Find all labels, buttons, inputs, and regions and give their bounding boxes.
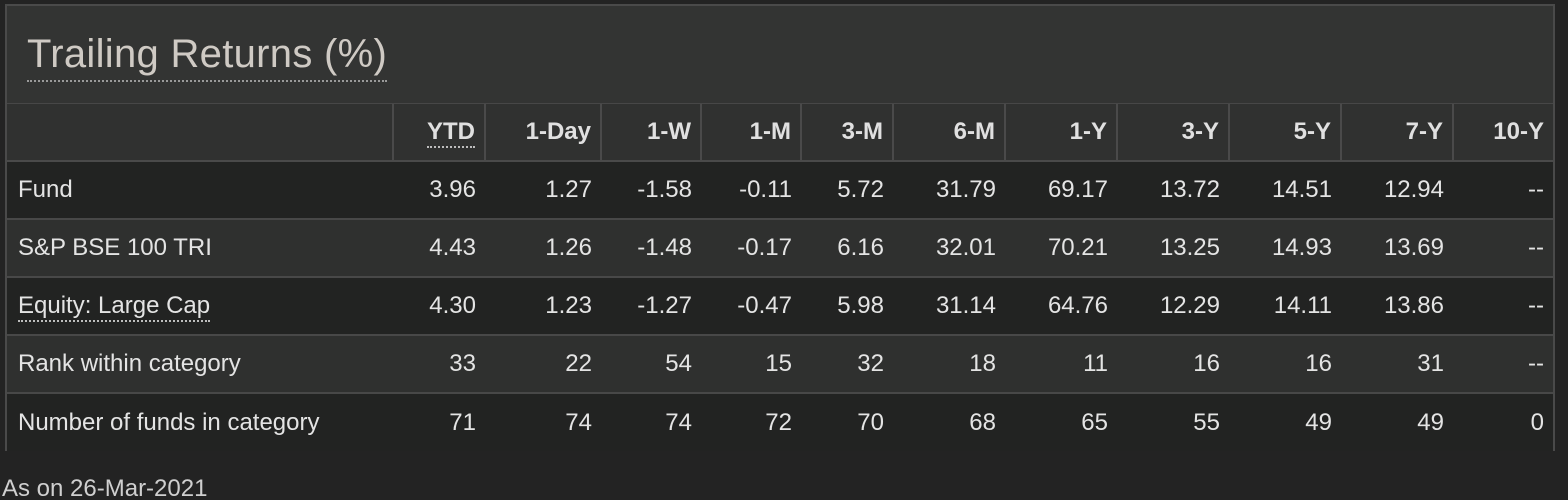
table-cell: -- xyxy=(1528,350,1544,377)
table-cell: 70 xyxy=(857,408,884,436)
table-cell: 32.01 xyxy=(935,234,996,261)
column-header-7-y: 7-Y xyxy=(1340,104,1453,162)
table-row-fund: Fund 3.96 1.27 -1.58 -0.11 5.72 31.79 69… xyxy=(7,161,1553,219)
table-cell: 6.16 xyxy=(837,234,884,261)
table-cell: -1.48 xyxy=(637,234,692,261)
table-cell: 12.29 xyxy=(1159,292,1220,319)
table-cell: -1.27 xyxy=(637,292,692,319)
category-link[interactable]: Equity: Large Cap xyxy=(18,292,211,322)
table-cell: 22 xyxy=(565,350,592,377)
table-cell: 14.51 xyxy=(1271,176,1332,203)
table-cell: 5.72 xyxy=(837,176,884,203)
table-cell: 13.86 xyxy=(1383,292,1444,319)
table-cell: 15 xyxy=(765,350,792,377)
column-header-1-m: 1-M xyxy=(700,104,801,162)
panel-title[interactable]: Trailing Returns (%) xyxy=(27,28,388,82)
table-cell: 49 xyxy=(1417,408,1444,436)
table-cell: -0.11 xyxy=(739,176,792,203)
table-cell: 74 xyxy=(665,408,692,436)
column-header-label xyxy=(7,104,393,162)
table-cell: 5.98 xyxy=(837,292,884,319)
table-cell: 4.43 xyxy=(429,234,476,261)
table-cell: 69.17 xyxy=(1047,176,1108,203)
returns-table: YTD 1-Day 1-W 1-M 3-M 6-M 1-Y 3-Y 5-Y 7-… xyxy=(7,104,1553,451)
table-cell: -0.17 xyxy=(737,234,792,261)
table-cell: 72 xyxy=(765,408,792,436)
table-cell: 16 xyxy=(1305,350,1332,377)
table-cell: 31 xyxy=(1417,350,1444,377)
table-header-row: YTD 1-Day 1-W 1-M 3-M 6-M 1-Y 3-Y 5-Y 7-… xyxy=(7,104,1553,162)
column-header-1-day: 1-Day xyxy=(484,104,601,162)
column-header-ytd-text[interactable]: YTD xyxy=(427,118,475,148)
table-cell: -- xyxy=(1528,176,1544,203)
table-row-category: Equity: Large Cap 4.30 1.23 -1.27 -0.47 … xyxy=(7,277,1553,335)
table-cell: 13.25 xyxy=(1159,234,1220,261)
table-cell: 11 xyxy=(1083,350,1108,377)
row-label-category[interactable]: Equity: Large Cap xyxy=(7,277,393,335)
table-cell: 31.79 xyxy=(935,176,996,203)
table-cell: -0.47 xyxy=(737,292,792,319)
table-row-fund-count: Number of funds in category 71 74 74 72 … xyxy=(7,393,1553,451)
row-label-rank: Rank within category xyxy=(18,350,241,377)
column-header-ytd[interactable]: YTD xyxy=(392,104,485,162)
table-cell: 74 xyxy=(565,408,592,436)
table-cell: -1.58 xyxy=(637,176,692,203)
table-row-rank: Rank within category 33 22 54 15 32 18 1… xyxy=(7,335,1553,393)
column-header-5-y: 5-Y xyxy=(1228,104,1341,162)
as-of-date: As on 26-Mar-2021 xyxy=(2,475,208,500)
column-header-1-y: 1-Y xyxy=(1004,104,1117,162)
table-cell: 13.72 xyxy=(1159,176,1220,203)
table-cell: 1.26 xyxy=(545,234,592,261)
column-header-10-y: 10-Y xyxy=(1452,104,1553,162)
table-cell: -- xyxy=(1528,292,1544,319)
trailing-returns-panel: Trailing Returns (%) YTD 1-Day 1-W 1-M xyxy=(5,4,1555,451)
table-cell: 13.69 xyxy=(1383,234,1444,261)
row-label-benchmark: S&P BSE 100 TRI xyxy=(18,234,212,261)
table-cell: 16 xyxy=(1193,350,1220,377)
table-cell: 54 xyxy=(665,350,692,377)
table-cell: 64.76 xyxy=(1047,292,1108,319)
column-header-1-w: 1-W xyxy=(600,104,701,162)
row-label-fund: Fund xyxy=(18,176,73,203)
table-cell: 4.30 xyxy=(429,292,476,319)
panel-header: Trailing Returns (%) xyxy=(7,6,1553,105)
table-cell: 70.21 xyxy=(1047,234,1108,261)
table-cell: 1.23 xyxy=(545,292,592,319)
table-cell: 55 xyxy=(1193,408,1220,436)
table-cell: 14.93 xyxy=(1271,234,1332,261)
table-cell: 3.96 xyxy=(429,176,476,203)
table-cell: 31.14 xyxy=(935,292,996,319)
table-cell: 12.94 xyxy=(1383,176,1444,203)
table-cell: -- xyxy=(1528,234,1544,261)
table-cell: 33 xyxy=(449,350,476,377)
column-header-3-m: 3-M xyxy=(800,104,893,162)
table-cell: 14.11 xyxy=(1273,292,1332,319)
table-cell: 71 xyxy=(449,408,476,436)
table-cell: 32 xyxy=(857,350,884,377)
column-header-3-y: 3-Y xyxy=(1116,104,1229,162)
table-cell: 1.27 xyxy=(545,176,592,203)
column-header-6-m: 6-M xyxy=(892,104,1005,162)
table-cell: 49 xyxy=(1305,408,1332,436)
table-cell: 18 xyxy=(969,350,996,377)
table-row-benchmark: S&P BSE 100 TRI 4.43 1.26 -1.48 -0.17 6.… xyxy=(7,219,1553,277)
row-label-fund-count: Number of funds in category xyxy=(18,408,320,436)
table-cell: 0 xyxy=(1530,408,1544,436)
table-cell: 68 xyxy=(969,408,996,436)
table-cell: 65 xyxy=(1081,408,1108,436)
